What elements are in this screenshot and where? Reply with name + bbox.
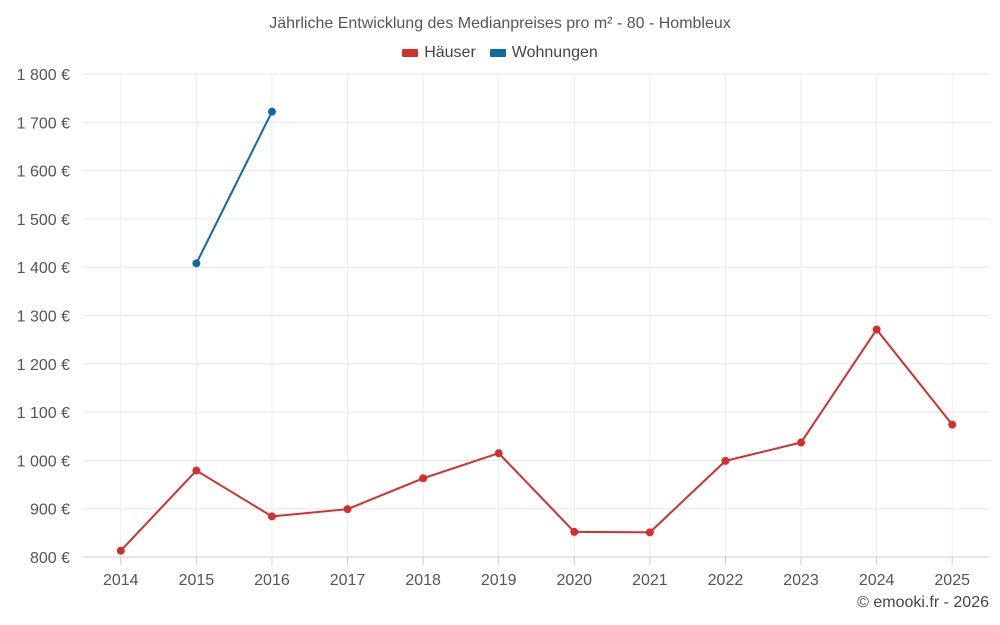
legend-label-wohnungen: Wohnungen — [511, 44, 598, 61]
y-tick-label: 1 800 € — [17, 67, 70, 84]
data-point — [343, 505, 352, 514]
legend: Häuser Wohnungen — [0, 44, 1000, 62]
data-point — [948, 420, 957, 429]
x-tick-label: 2022 — [708, 572, 744, 589]
chart-title: Jährliche Entwicklung des Medianpreises … — [269, 15, 731, 32]
y-tick-label: 1 300 € — [17, 309, 70, 326]
legend-swatch-wohnungen — [489, 49, 506, 57]
legend-swatch-haeuser — [402, 49, 419, 57]
y-tick-label: 900 € — [30, 502, 70, 519]
y-tick-label: 1 000 € — [17, 453, 70, 470]
legend-item-haeuser[interactable]: Häuser — [402, 44, 476, 62]
x-tick-label: 2016 — [254, 572, 290, 589]
series-wohnungen — [192, 107, 276, 268]
x-tick-label: 2024 — [859, 572, 895, 589]
data-point — [267, 107, 276, 116]
x-tick-label: 2015 — [179, 572, 215, 589]
x-tick-label: 2020 — [556, 572, 592, 589]
y-tick-label: 1 400 € — [17, 260, 70, 277]
series-line — [120, 328, 953, 552]
x-tick-label: 2023 — [783, 572, 819, 589]
y-tick-label: 1 700 € — [17, 115, 70, 132]
data-point — [721, 456, 730, 465]
x-tick-label: 2017 — [330, 572, 366, 589]
y-tick-label: 1 600 € — [17, 164, 70, 181]
data-point — [872, 325, 881, 334]
data-point — [494, 449, 503, 458]
copyright-credit: © emooki.fr - 2026 — [857, 594, 989, 611]
y-tick-label: 1 500 € — [17, 212, 70, 229]
x-tick-label: 2025 — [934, 572, 970, 589]
x-tick-label: 2018 — [405, 572, 441, 589]
data-point — [797, 438, 806, 447]
series-line — [195, 111, 273, 264]
x-tick-label: 2019 — [481, 572, 517, 589]
legend-item-wohnungen[interactable]: Wohnungen — [489, 44, 598, 62]
y-tick-label: 800 € — [30, 550, 70, 567]
series-haeuser — [116, 325, 957, 555]
legend-label-haeuser: Häuser — [424, 44, 476, 61]
x-tick-label: 2014 — [103, 572, 139, 589]
data-point — [192, 259, 201, 268]
data-point — [419, 474, 428, 483]
data-point — [116, 546, 125, 555]
data-point — [192, 466, 201, 475]
data-point — [267, 512, 276, 521]
data-point — [645, 528, 654, 537]
x-tick-label: 2021 — [632, 572, 668, 589]
data-point — [570, 527, 579, 536]
y-tick-label: 1 200 € — [17, 357, 70, 374]
y-tick-label: 1 100 € — [17, 405, 70, 422]
